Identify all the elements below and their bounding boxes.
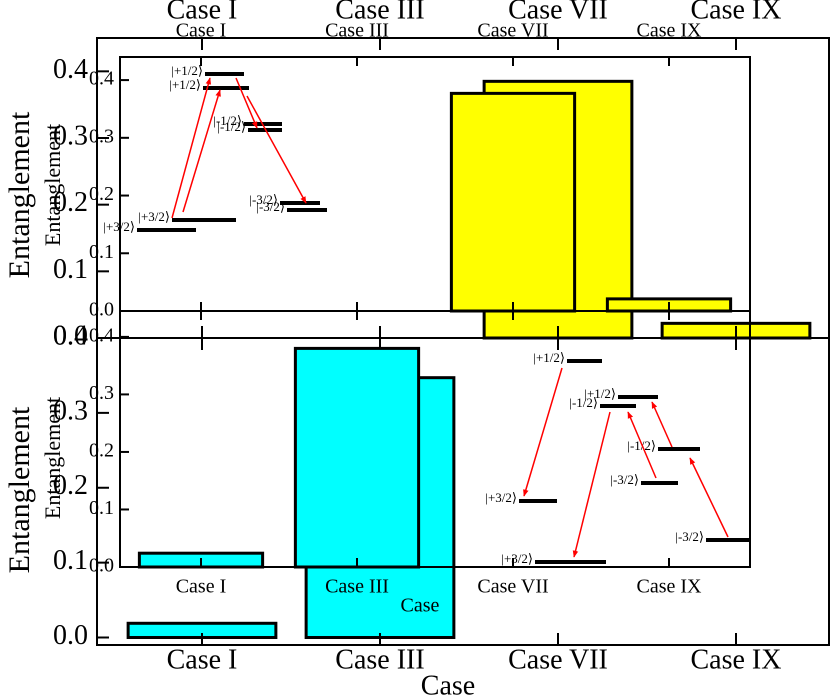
y-tick-label: 0.3 (53, 395, 88, 426)
y-tick-label: 0.1 (89, 497, 114, 519)
level-label: |-3/2⟩ (610, 472, 639, 487)
bar (449, 91, 577, 313)
level-label: |+1/2⟩ (533, 350, 565, 365)
y-tick-label: 0.2 (53, 187, 88, 218)
transition-arrow (171, 77, 212, 219)
category-label: Case IX (637, 20, 703, 42)
y-tick-label: 0.0 (89, 299, 114, 321)
level-label: |+3/2⟩ (485, 490, 517, 505)
transition-arrow (182, 89, 221, 213)
category-label: Case I (167, 0, 238, 25)
level-label: |+3/2⟩ (103, 219, 135, 234)
level-label: |+1/2⟩ (584, 386, 616, 401)
transition-arrow (246, 95, 307, 204)
plot-frame (119, 310, 751, 568)
level-label: |-3/2⟩ (256, 199, 285, 214)
y-tick-label: 0.0 (53, 620, 88, 651)
category-label: Case VII (508, 644, 608, 675)
y-tick-label: 0.4 (53, 54, 88, 85)
y-axis-label: Entanglement (3, 111, 36, 278)
plot-frame (119, 56, 751, 312)
y-tick-label: 0.1 (89, 241, 114, 263)
y-tick-label: 0.1 (53, 545, 88, 576)
category-label: Case IX (691, 0, 782, 25)
y-tick-label: 0.4 (89, 68, 114, 90)
level-label: |-1/2⟩ (569, 395, 598, 410)
transition-arrow (235, 77, 258, 129)
category-label: Case I (176, 576, 227, 598)
category-label: Case I (176, 20, 227, 42)
level-label: |-3/2⟩ (249, 192, 278, 207)
y-tick-label: 0.0 (53, 320, 88, 351)
category-label: Case III (325, 20, 389, 42)
level-label: |+3/2⟩ (138, 209, 170, 224)
transition-arrow (689, 457, 729, 538)
bar (293, 346, 421, 569)
category-label: Case IX (691, 644, 782, 675)
category-label: Case III (325, 576, 389, 598)
y-tick-label: 0.3 (53, 120, 88, 151)
transition-arrow (651, 401, 673, 448)
y-tick-label: 0.3 (89, 382, 114, 404)
category-label: Case VII (508, 0, 608, 25)
plot-frame (96, 337, 830, 646)
level-label: |-1/2⟩ (217, 119, 246, 134)
y-tick-label: 0.4 (53, 320, 88, 351)
category-label: Case IX (637, 576, 703, 598)
y-axis-label: Entanglement (40, 397, 65, 519)
level-label: |+3/2⟩ (501, 551, 533, 566)
transition-arrow (627, 411, 657, 479)
category-label: Case VII (477, 576, 548, 598)
y-tick-label: 0.2 (89, 183, 114, 205)
y-tick-label: 0.2 (53, 470, 88, 501)
y-axis-label: Entanglement (40, 124, 65, 246)
category-label: Case III (335, 644, 424, 675)
y-tick-label: 0.3 (89, 125, 114, 147)
transition-arrow (523, 367, 563, 497)
category-label: Case VII (477, 20, 548, 42)
y-tick-label: 0.1 (53, 254, 88, 285)
y-axis-label: Entanglement (3, 406, 36, 573)
level-label: |-1/2⟩ (213, 113, 242, 128)
category-label: Case I (167, 644, 238, 675)
level-label: |+1/2⟩ (169, 77, 201, 92)
category-label: Case III (335, 0, 424, 25)
level-label: |+1/2⟩ (171, 63, 203, 78)
y-tick-label: 0.2 (89, 440, 114, 462)
y-tick-label: 0.4 (89, 324, 114, 346)
x-axis-label: Case (401, 595, 440, 617)
transition-arrow (572, 411, 611, 558)
x-axis-label: Case (421, 670, 475, 700)
level-label: |-3/2⟩ (675, 529, 704, 544)
y-tick-label: 0.0 (89, 555, 114, 577)
